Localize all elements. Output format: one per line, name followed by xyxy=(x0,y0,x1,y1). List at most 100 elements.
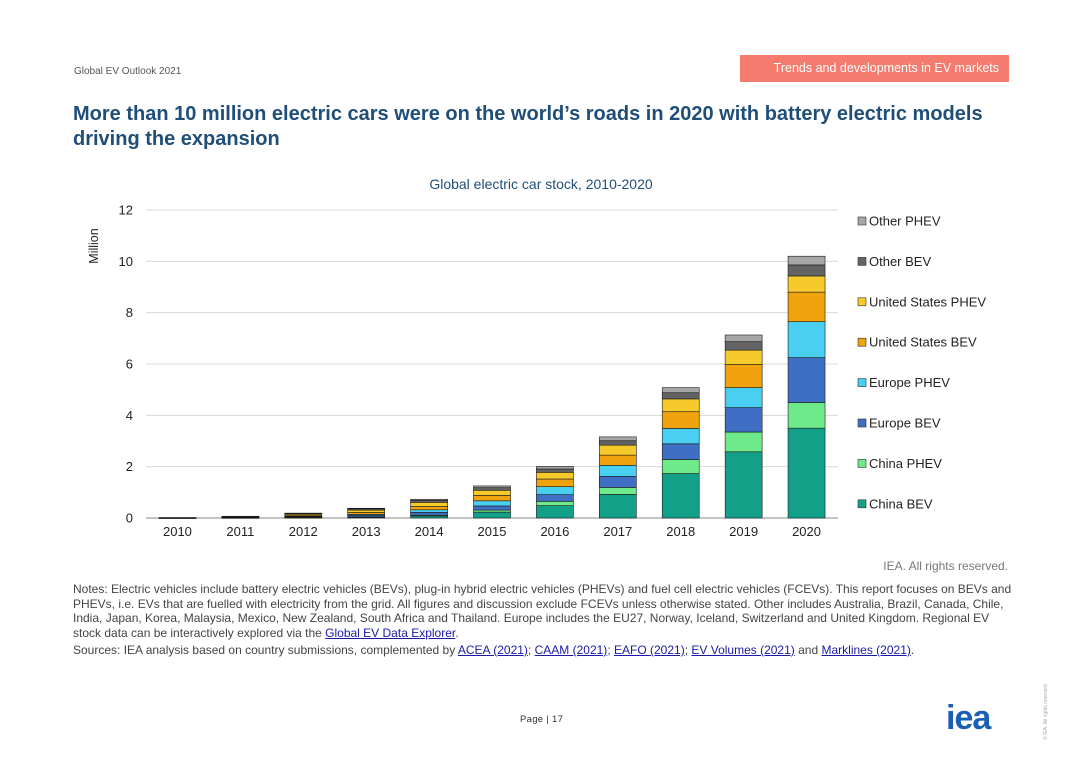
bar-segment xyxy=(787,357,826,403)
bar-segment xyxy=(473,489,511,496)
y-tick-label: 12 xyxy=(119,203,133,218)
bar-segment xyxy=(536,486,574,495)
bar-segment xyxy=(724,364,763,388)
marklines-link[interactable]: Marklines (2021) xyxy=(821,643,911,657)
bar-segment xyxy=(536,472,574,480)
bar-segment xyxy=(158,517,197,519)
bar-segment xyxy=(410,498,448,501)
bar-segment xyxy=(661,443,700,460)
notes-text: Notes: Electric vehicles include battery… xyxy=(73,582,1012,640)
bar-segment xyxy=(724,341,763,351)
stacked-bar-chart: Global electric car stock, 2010-2020 Mill… xyxy=(87,176,986,539)
bar-segment xyxy=(473,495,511,502)
sources-sep-1: ; xyxy=(527,643,532,657)
bar-segment xyxy=(410,509,448,513)
x-tick-label: 2014 xyxy=(415,524,444,539)
notes-paragraph: Notes: Electric vehicles include battery… xyxy=(73,582,1013,640)
bar-segment xyxy=(724,349,763,365)
bar-segment xyxy=(473,511,511,519)
bar-segment xyxy=(347,507,385,510)
sources-prefix: Sources: IEA analysis based on country s… xyxy=(73,643,456,657)
caam-link[interactable]: CAAM (2021) xyxy=(534,643,608,657)
legend-swatch xyxy=(857,378,867,387)
legend-label: Other BEV xyxy=(869,254,931,269)
bar-segment xyxy=(599,494,637,519)
y-tick-label: 10 xyxy=(119,254,133,269)
bar-segment xyxy=(661,459,700,474)
y-axis-label: Million xyxy=(87,228,101,263)
y-tick-label: 0 xyxy=(126,511,133,526)
bar-segment xyxy=(536,501,574,506)
bar-segment xyxy=(473,485,511,489)
bar-segment xyxy=(536,468,574,473)
page-headline: More than 10 million electric cars were … xyxy=(73,103,983,150)
bar-segment xyxy=(410,515,448,519)
bar-segment xyxy=(221,515,260,518)
y-tick-label: 8 xyxy=(126,305,133,320)
bar-segment xyxy=(787,255,826,266)
eafo-link[interactable]: EAFO (2021) xyxy=(614,643,685,657)
bar-segment xyxy=(599,487,637,495)
bar-segment xyxy=(599,454,637,466)
bar-segment xyxy=(410,506,448,511)
bar-segment xyxy=(661,428,700,445)
bar-segment xyxy=(599,444,637,456)
sources-sep-2: ; xyxy=(607,643,611,657)
y-tick-label: 4 xyxy=(126,408,133,423)
ev-volumes-link[interactable]: EV Volumes (2021) xyxy=(691,643,795,657)
bar-segment xyxy=(787,321,826,358)
y-tick-label: 2 xyxy=(126,459,133,474)
x-tick-label: 2015 xyxy=(478,524,507,539)
legend-swatch xyxy=(857,216,867,226)
legend-swatch xyxy=(857,499,867,509)
bar-segment xyxy=(473,487,511,491)
rights-notice: IEA. All rights reserved. xyxy=(883,559,1008,573)
bar-segment xyxy=(661,473,700,519)
bar-segment xyxy=(410,502,448,507)
bar-segment xyxy=(787,427,826,519)
x-tick-label: 2018 xyxy=(666,524,695,539)
bar-segment xyxy=(787,275,826,293)
legend-label: China PHEV xyxy=(869,456,942,471)
bar-segment xyxy=(724,407,763,433)
bar-segment xyxy=(787,402,826,429)
y-tick-label: 6 xyxy=(126,357,133,372)
bar-segment xyxy=(787,264,826,277)
x-tick-label: 2017 xyxy=(603,524,632,539)
bar-segment xyxy=(661,411,700,429)
legend-swatch xyxy=(857,418,867,428)
legend-swatch xyxy=(857,337,867,347)
iea-logo-text: iea xyxy=(946,701,992,735)
acea-link[interactable]: ACEA (2021) xyxy=(457,643,528,657)
iea-logo: iea xyxy=(946,701,993,735)
bar-segment xyxy=(347,512,385,515)
notes-end: . xyxy=(455,625,459,640)
bar-segment xyxy=(536,478,574,487)
x-tick-label: 2013 xyxy=(352,524,381,539)
global-ev-data-explorer-link[interactable]: Global EV Data Explorer xyxy=(325,625,456,640)
bar-segment xyxy=(536,466,574,470)
x-tick-label: 2020 xyxy=(792,524,821,539)
sources-paragraph: Sources: IEA analysis based on country s… xyxy=(73,643,1013,658)
bar-segment xyxy=(410,499,448,503)
bar-segment xyxy=(787,291,826,322)
bar-segment xyxy=(661,392,700,400)
sources-sep-3: ; xyxy=(684,643,689,657)
bar-segment xyxy=(473,505,511,511)
sources-end: . xyxy=(910,643,915,657)
bar-segment xyxy=(599,436,637,442)
bar-segment xyxy=(347,509,385,513)
bar-segment xyxy=(473,509,511,513)
x-tick-label: 2010 xyxy=(163,524,192,539)
legend-label: United States BEV xyxy=(869,335,977,350)
x-tick-label: 2019 xyxy=(729,524,758,539)
x-tick-label: 2012 xyxy=(289,524,318,539)
bar-segment xyxy=(410,512,448,516)
legend-label: Europe PHEV xyxy=(869,375,950,390)
section-badge[interactable]: Trends and developments in EV markets xyxy=(740,55,1009,82)
bar-segment xyxy=(724,451,763,519)
bar-segment xyxy=(661,387,700,394)
legend-swatch xyxy=(857,459,867,468)
bar-segment xyxy=(724,334,763,342)
side-copyright: © IEA. All rights reserved. xyxy=(1043,682,1049,740)
